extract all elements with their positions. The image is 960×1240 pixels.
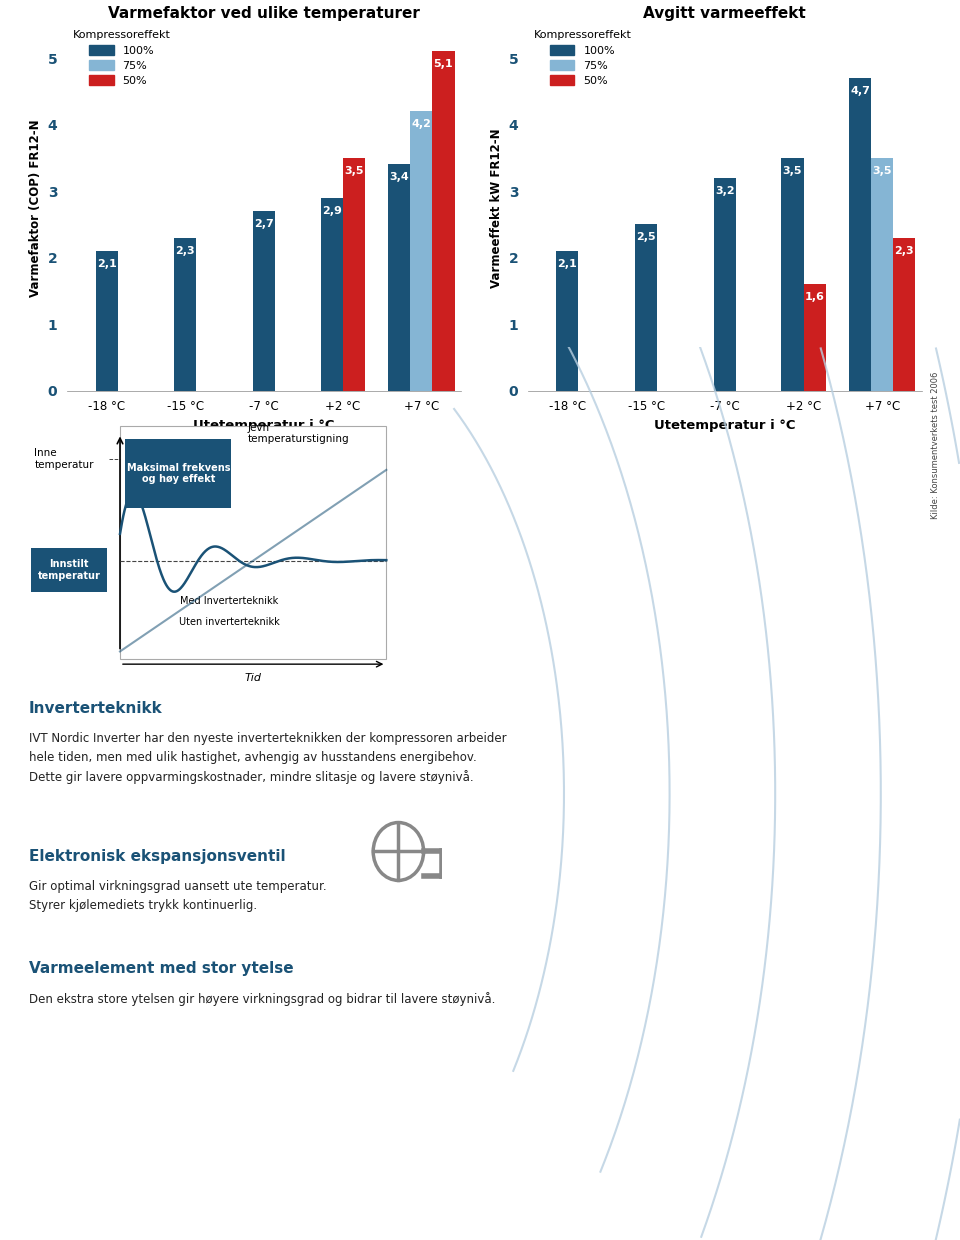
- Bar: [175, 238, 196, 391]
- Bar: [781, 157, 804, 391]
- Bar: [872, 157, 893, 391]
- Text: Tid: Tid: [245, 673, 262, 683]
- Bar: [96, 250, 117, 391]
- Text: 4,2: 4,2: [412, 119, 431, 129]
- X-axis label: Utetemperatur i °C: Utetemperatur i °C: [654, 419, 796, 432]
- Text: 2,1: 2,1: [97, 259, 116, 269]
- Text: 2,3: 2,3: [176, 246, 195, 255]
- Text: 4,7: 4,7: [851, 86, 870, 95]
- Text: 3,5: 3,5: [873, 166, 892, 176]
- Bar: [804, 284, 826, 391]
- Text: Inverterteknikk: Inverterteknikk: [29, 701, 162, 715]
- Text: Uten inverterteknikk: Uten inverterteknikk: [180, 618, 279, 627]
- Bar: [343, 157, 365, 391]
- Text: Elektronisk ekspansjonsventil: Elektronisk ekspansjonsventil: [29, 849, 285, 864]
- Text: 3,4: 3,4: [390, 172, 409, 182]
- Bar: [850, 78, 872, 391]
- Text: Gir optimal virkningsgrad uansett ute temperatur.
Styrer kjølemediets trykk kont: Gir optimal virkningsgrad uansett ute te…: [29, 880, 326, 913]
- Text: 2,3: 2,3: [895, 246, 914, 255]
- FancyBboxPatch shape: [31, 548, 108, 591]
- Text: Innstilt
temperatur: Innstilt temperatur: [37, 559, 101, 580]
- Title: Varmefaktor ved ulike temperaturer: Varmefaktor ved ulike temperaturer: [108, 6, 420, 21]
- Text: 3,2: 3,2: [715, 186, 734, 196]
- Text: Den ekstra store ytelsen gir høyere virkningsgrad og bidrar til lavere støynivå.: Den ekstra store ytelsen gir høyere virk…: [29, 992, 495, 1006]
- Text: 1,6: 1,6: [804, 293, 825, 303]
- Bar: [253, 211, 275, 391]
- X-axis label: Utetemperatur i °C: Utetemperatur i °C: [193, 419, 335, 432]
- Bar: [893, 238, 915, 391]
- Text: 2,7: 2,7: [254, 219, 274, 229]
- Title: Avgitt varmeeffekt: Avgitt varmeeffekt: [643, 6, 806, 21]
- Text: Maksimal frekvens
og høy effekt: Maksimal frekvens og høy effekt: [127, 463, 230, 485]
- FancyBboxPatch shape: [126, 439, 231, 508]
- Legend: 100%, 75%, 50%: 100%, 75%, 50%: [73, 30, 171, 86]
- Text: 5,1: 5,1: [434, 60, 453, 69]
- Text: Varmeelement med stor ytelse: Varmeelement med stor ytelse: [29, 961, 294, 976]
- Text: Jevn
temperaturstigning: Jevn temperaturstigning: [248, 423, 349, 444]
- Y-axis label: Varmefaktor (COP) FR12-N: Varmefaktor (COP) FR12-N: [29, 119, 42, 296]
- Text: 3,5: 3,5: [782, 166, 803, 176]
- Text: 2,5: 2,5: [636, 232, 656, 242]
- Text: 2,1: 2,1: [558, 259, 577, 269]
- Text: 2,9: 2,9: [322, 206, 342, 216]
- Bar: [389, 165, 411, 391]
- Bar: [432, 51, 454, 391]
- Legend: 100%, 75%, 50%: 100%, 75%, 50%: [534, 30, 632, 86]
- Bar: [714, 177, 735, 391]
- Text: IVT Nordic Inverter har den nyeste inverterteknikken der kompressoren arbeider
h: IVT Nordic Inverter har den nyeste inver…: [29, 732, 507, 784]
- Text: 3,5: 3,5: [344, 166, 364, 176]
- Text: Med Inverterteknikk: Med Inverterteknikk: [180, 595, 278, 605]
- Bar: [636, 224, 657, 391]
- Bar: [411, 112, 432, 391]
- Bar: [321, 197, 343, 391]
- FancyBboxPatch shape: [120, 427, 386, 658]
- Y-axis label: Varmeeffekt kW FR12-N: Varmeeffekt kW FR12-N: [490, 128, 503, 288]
- Bar: [557, 250, 578, 391]
- Text: Kilde: Konsumentverkets test 2006: Kilde: Konsumentverkets test 2006: [931, 372, 941, 520]
- Text: Inne
temperatur: Inne temperatur: [35, 448, 94, 470]
